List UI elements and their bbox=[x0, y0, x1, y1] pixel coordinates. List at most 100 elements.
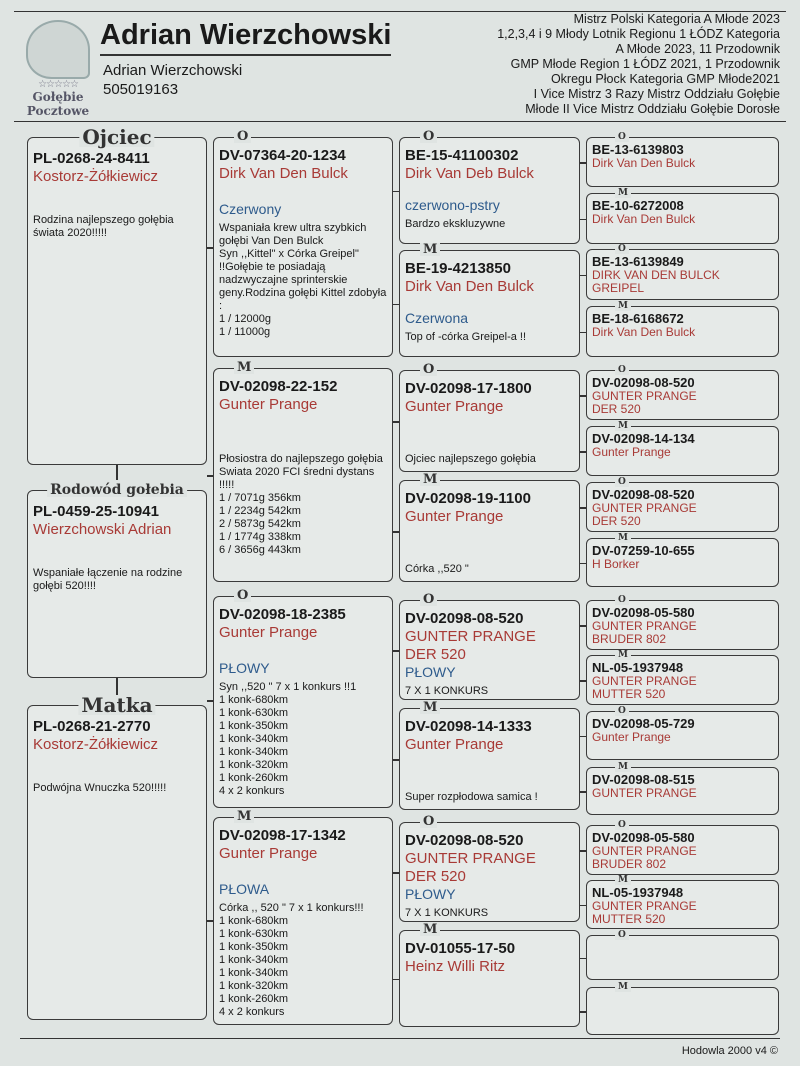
connector-line bbox=[580, 218, 586, 220]
pedigree-card[interactable]: M DV-02098-22-152 Gunter Prange Płosiostra … bbox=[213, 361, 393, 582]
ring-number: DV-02098-05-580 bbox=[592, 830, 695, 845]
pigeon-name: MUTTER 520 bbox=[592, 687, 666, 701]
pedigree-card[interactable]: O DV-02098-18-2385 Gunter Prange PŁOWY Syn ,… bbox=[213, 589, 393, 808]
pigeon-head-icon bbox=[26, 20, 90, 79]
pedigree-card[interactable]: O BE-13-6139849 DIRK VAN DEN BULCK GREIPEL bbox=[586, 245, 779, 300]
achievement: Mistrz Polski Kategoria A Młode 2023 bbox=[573, 12, 780, 26]
pedigree-card[interactable]: M BE-19-4213850 Dirk Van Den Bulck Czerwona… bbox=[399, 243, 580, 357]
breeder-name: Dirk Van Den Bulck bbox=[592, 325, 696, 339]
breeder-name: H Borker bbox=[592, 557, 640, 571]
pedigree-card[interactable]: O DV-07364-20-1234 Dirk Van Den Bulck Czerw… bbox=[213, 130, 393, 357]
connector-line bbox=[393, 421, 399, 423]
parent-label: O bbox=[615, 931, 629, 940]
ring-number: DV-07259-10-655 bbox=[592, 543, 695, 558]
parent-label: O bbox=[420, 815, 438, 828]
pedigree-card[interactable]: M BE-10-6272008 Dirk Van Den Bulck bbox=[586, 189, 779, 244]
parent-label: M bbox=[615, 534, 631, 543]
connector-line bbox=[393, 190, 399, 192]
logo-text-1: Gołębie bbox=[32, 90, 84, 104]
breeder-name: Dirk Van Den Bulck bbox=[592, 156, 696, 170]
breeder-name: Gunter Prange bbox=[405, 508, 504, 525]
pedigree-card[interactable]: M NL-05-1937948 GUNTER PRANGE MUTTER 520 bbox=[586, 651, 779, 705]
logo: ☆☆☆☆☆ Gołębie Pocztowe bbox=[20, 20, 96, 118]
pedigree-card[interactable]: O DV-02098-08-520 GUNTER PRANGE DER 520 PŁOW… bbox=[399, 815, 580, 922]
pedigree-card[interactable]: M DV-02098-14-1333 Gunter Prange Super rozp… bbox=[399, 701, 580, 810]
connector-line bbox=[393, 759, 399, 761]
breeder-name: Gunter Prange bbox=[405, 398, 504, 415]
parent-label: O bbox=[420, 363, 438, 376]
breeder-name: Dirk Van Den Bulck bbox=[405, 278, 534, 295]
parent-label: M bbox=[420, 701, 441, 714]
pedigree-card[interactable]: M DV-02098-14-134 Gunter Prange bbox=[586, 422, 779, 476]
pedigree-card[interactable]: M bbox=[586, 983, 779, 1035]
ring-number: BE-13-6139803 bbox=[592, 142, 684, 157]
pedigree-card[interactable]: O DV-02098-08-520 GUNTER PRANGE DER 520 bbox=[586, 366, 779, 420]
parent-label: M bbox=[234, 810, 255, 823]
pigeon-note: Bardzo ekskluzywne bbox=[405, 218, 506, 230]
pedigree-card[interactable]: Matka PL-0268-21-2770 Kostorz-Żółkiewicz Po… bbox=[27, 695, 207, 1020]
breeder-name: GUNTER PRANGE bbox=[592, 786, 697, 800]
connector-line bbox=[580, 625, 586, 627]
ring-number: DV-02098-17-1800 bbox=[405, 380, 532, 397]
pedigree-card[interactable]: M DV-02098-17-1342 Gunter Prange PŁOWA Córka… bbox=[213, 810, 393, 1025]
logo-text-2: Pocztowe bbox=[26, 104, 90, 118]
connector-line bbox=[116, 465, 118, 480]
connector-line bbox=[580, 1011, 586, 1013]
pedigree-card[interactable]: O bbox=[586, 931, 779, 980]
plumage-color: PŁOWY bbox=[405, 886, 456, 902]
connector-line bbox=[207, 475, 213, 477]
parent-label: M bbox=[420, 473, 441, 486]
achievement: Młode II Vice Mistrz Oddziału Gołębie Do… bbox=[525, 102, 780, 116]
pigeon-note: Córka ,, 520 " 7 x 1 konkurs!!! 1 konk-6… bbox=[219, 902, 364, 1018]
pedigree-card[interactable]: M DV-07259-10-655 H Borker bbox=[586, 534, 779, 587]
breeder-name: Gunter Prange bbox=[405, 736, 504, 753]
breeder-name: Wierzchowski Adrian bbox=[33, 521, 172, 538]
pedigree-card[interactable]: O DV-02098-08-520 GUNTER PRANGE DER 520 bbox=[586, 478, 779, 532]
pigeon-name: BRUDER 802 bbox=[592, 632, 667, 646]
ring-number: DV-02098-19-1100 bbox=[405, 490, 531, 507]
breeder-name: Kostorz-Żółkiewicz bbox=[33, 168, 159, 185]
pedigree-card[interactable]: M DV-01055-17-50 Heinz Willi Ritz bbox=[399, 923, 580, 1027]
pigeon-name: DER 520 bbox=[592, 514, 641, 528]
ring-number: DV-02098-14-1333 bbox=[405, 718, 532, 735]
ring-number: DV-07364-20-1234 bbox=[219, 147, 346, 164]
pedigree-card[interactable]: O DV-02098-05-580 GUNTER PRANGE BRUDER 802 bbox=[586, 821, 779, 875]
pigeon-note: Wspaniałe łączenie na rodzine gołębi 520… bbox=[33, 567, 183, 592]
pigeon-note: Top of -córka Greipel-a !! bbox=[405, 331, 527, 343]
pigeon-name: GREIPEL bbox=[592, 281, 645, 295]
pedigree-card[interactable]: M DV-02098-08-515 GUNTER PRANGE bbox=[586, 763, 779, 815]
plumage-color: Czerwony bbox=[219, 201, 282, 217]
pedigree-card[interactable]: M BE-18-6168672 Dirk Van Den Bulck bbox=[586, 302, 779, 357]
pedigree-card[interactable]: O DV-02098-05-580 GUNTER PRANGE BRUDER 802 bbox=[586, 596, 779, 650]
pedigree-card[interactable]: O DV-02098-17-1800 Gunter Prange Ojciec naj… bbox=[399, 363, 580, 472]
pedigree-card[interactable]: M DV-02098-19-1100 Gunter Prange Córka ,,52… bbox=[399, 473, 580, 582]
pedigree-card[interactable]: O DV-02098-08-520 GUNTER PRANGE DER 520 PŁOW… bbox=[399, 593, 580, 700]
ring-number: DV-02098-05-580 bbox=[592, 605, 695, 620]
connector-line bbox=[580, 791, 586, 793]
ring-number: DV-02098-08-520 bbox=[592, 487, 695, 502]
connector-line bbox=[207, 700, 213, 702]
ring-number: BE-13-6139849 bbox=[592, 254, 684, 269]
pedigree-card[interactable]: O BE-15-41100302 Dirk Van Deb Bulck czerwon… bbox=[399, 130, 580, 244]
connector-line bbox=[580, 507, 586, 509]
ring-number: DV-02098-22-152 bbox=[219, 378, 338, 395]
breeder-name: GUNTER PRANGE bbox=[592, 899, 697, 913]
breeder-name: Heinz Willi Ritz bbox=[405, 958, 506, 975]
header-top-rule bbox=[14, 11, 786, 12]
connector-line bbox=[580, 395, 586, 397]
ring-number: DV-02098-08-520 bbox=[405, 832, 524, 849]
pigeon-name: DER 520 bbox=[592, 402, 641, 416]
pedigree-card[interactable]: Rodowód gołebia PL-0459-25-10941 Wierzchow… bbox=[27, 483, 207, 678]
ring-number: DV-02098-05-729 bbox=[592, 716, 695, 731]
connector-line bbox=[580, 680, 586, 682]
achievement: A Młode 2023, 11 Przodownik bbox=[615, 42, 780, 56]
ring-number: DV-02098-18-2385 bbox=[219, 606, 346, 623]
pedigree-card[interactable]: M NL-05-1937948 GUNTER PRANGE MUTTER 520 bbox=[586, 876, 779, 929]
ring-number: BE-18-6168672 bbox=[592, 311, 684, 326]
pedigree-card[interactable]: Ojciec PL-0268-24-8411 Kostorz-Żółkiewicz R… bbox=[27, 127, 207, 465]
pedigree-card[interactable]: O BE-13-6139803 Dirk Van Den Bulck bbox=[586, 133, 779, 187]
pedigree-card[interactable]: O DV-02098-05-729 Gunter Prange bbox=[586, 707, 779, 760]
parent-label: M bbox=[615, 651, 631, 660]
plumage-color: PŁOWY bbox=[219, 660, 270, 676]
connector-line bbox=[207, 247, 213, 249]
